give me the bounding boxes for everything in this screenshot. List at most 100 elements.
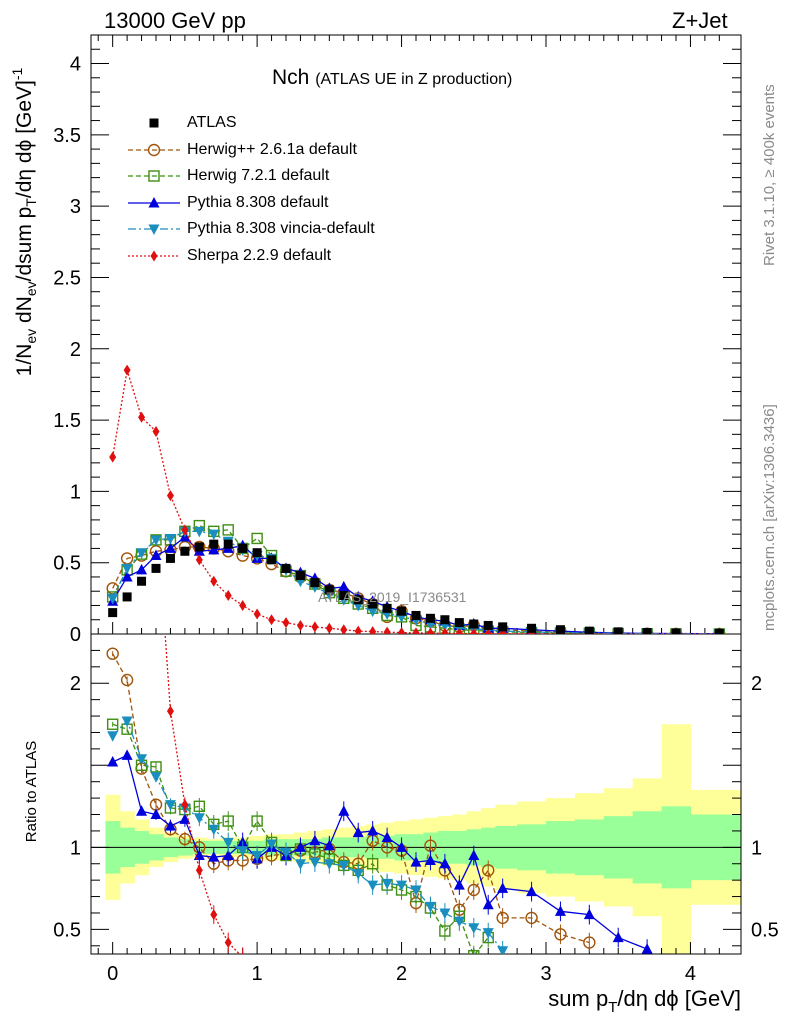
point-atlas bbox=[642, 628, 652, 634]
point-sherpa bbox=[166, 490, 174, 502]
ratio-point-vincia bbox=[251, 851, 263, 862]
point-pythia bbox=[208, 543, 220, 555]
point-atlas bbox=[555, 625, 565, 634]
ratio-point-sherpa bbox=[241, 951, 245, 954]
point-atlas bbox=[411, 610, 421, 620]
ratio-point-pythia bbox=[367, 824, 379, 836]
y-tick-label: 0 bbox=[70, 624, 81, 646]
legend-symbol bbox=[149, 118, 159, 128]
ratio-point-vincia bbox=[136, 754, 148, 765]
point-atlas bbox=[714, 628, 724, 634]
legend-marker-vincia bbox=[128, 224, 180, 235]
point-atlas bbox=[209, 539, 219, 549]
ratio-point-vincia bbox=[367, 880, 379, 892]
ratio-point-sherpa bbox=[384, 994, 391, 1005]
ratio-point-sherpa bbox=[340, 988, 347, 999]
x-axis-title: sum pT/dη dϕ [GeV] bbox=[548, 986, 741, 1016]
ratio-point-vincia bbox=[497, 946, 509, 954]
ratio-point-sherpa bbox=[326, 985, 333, 996]
ratio-point-herwigpp bbox=[583, 936, 596, 949]
ratio-point-sherpa bbox=[311, 983, 318, 994]
ratio-point-herwig7 bbox=[439, 925, 451, 937]
legend-symbol bbox=[147, 143, 161, 156]
legend-marker-herwig7 bbox=[128, 170, 180, 182]
point-sherpa bbox=[123, 364, 131, 376]
point-sherpa bbox=[369, 626, 377, 634]
ratio-point-pythia bbox=[554, 905, 566, 916]
x-tick-label: 2 bbox=[396, 963, 407, 985]
header-left: 13000 GeV pp bbox=[104, 8, 246, 33]
ratio-point-sherpa bbox=[427, 998, 434, 1009]
ratio-point-pythia bbox=[612, 931, 624, 943]
ratio-point-vincia bbox=[237, 846, 249, 857]
point-atlas bbox=[267, 555, 277, 565]
ratio-point-pythia bbox=[352, 826, 364, 838]
ratio-point-sherpa bbox=[153, 497, 160, 508]
point-atlas bbox=[223, 539, 233, 549]
ratio-point-herwig7 bbox=[366, 858, 379, 870]
ratio-point-vincia bbox=[453, 916, 465, 928]
ratio-point-herwigpp bbox=[554, 928, 567, 941]
point-pythia bbox=[164, 542, 176, 553]
y-tick-label: 3 bbox=[70, 196, 81, 218]
point-atlas bbox=[671, 628, 681, 634]
ratio-point-sherpa bbox=[166, 705, 174, 717]
point-atlas bbox=[440, 615, 450, 625]
ratio-point-vincia bbox=[352, 869, 364, 880]
x-tick-label: 4 bbox=[685, 963, 696, 985]
ratio-point-vincia bbox=[193, 813, 205, 824]
ratio-point-pythia bbox=[583, 908, 595, 920]
ratio-point-sherpa bbox=[499, 999, 506, 1010]
point-sherpa bbox=[210, 575, 218, 587]
ratio-point-sherpa bbox=[283, 978, 290, 989]
ratio-point-herwig7 bbox=[468, 949, 480, 954]
ratio-point-vincia bbox=[482, 928, 494, 939]
point-sherpa bbox=[455, 627, 463, 634]
ratio-point-pythia bbox=[164, 820, 176, 831]
ratio-point-vincia bbox=[107, 731, 119, 742]
ratio-point-sherpa bbox=[441, 998, 448, 1009]
ratio-point-pythia bbox=[136, 805, 148, 816]
ratio-point-sherpa bbox=[181, 799, 189, 811]
watermark: ATLAS_2019_I1736531 bbox=[318, 589, 467, 605]
ratio-point-vincia bbox=[266, 839, 278, 851]
point-atlas bbox=[613, 627, 623, 634]
y-tick-label: 2.5 bbox=[53, 267, 81, 289]
point-atlas bbox=[151, 563, 161, 573]
ratio-tick-label: 0.5 bbox=[53, 919, 81, 941]
point-pythia bbox=[338, 580, 350, 592]
ratio-point-vincia bbox=[381, 878, 393, 890]
legend-label: ATLAS bbox=[187, 114, 237, 131]
point-sherpa bbox=[325, 622, 333, 634]
ratio-line-vincia bbox=[112, 719, 504, 952]
ratio-point-pythia bbox=[338, 805, 350, 816]
point-atlas bbox=[368, 599, 378, 609]
ratio-point-sherpa bbox=[297, 981, 304, 992]
point-sherpa bbox=[340, 624, 348, 634]
point-atlas bbox=[281, 563, 291, 573]
point-atlas bbox=[165, 553, 175, 563]
ratio-point-vincia bbox=[150, 772, 162, 783]
ratio-point-vincia bbox=[323, 859, 335, 870]
ratio-point-pythia bbox=[107, 756, 119, 767]
ratio-point-vincia bbox=[396, 880, 408, 892]
point-atlas bbox=[339, 590, 349, 600]
ratio-tick-label-right: 1 bbox=[751, 837, 762, 859]
ratio-point-herwig7 bbox=[251, 815, 263, 827]
point-atlas bbox=[425, 613, 435, 623]
legend-label: Sherpa 2.2.9 default bbox=[187, 246, 332, 264]
series-line-vincia bbox=[112, 530, 720, 634]
point-sherpa bbox=[412, 627, 420, 634]
ratio-point-pythia bbox=[641, 943, 653, 954]
ratio-point-pythia bbox=[294, 841, 306, 852]
y-tick-label: 0.5 bbox=[53, 553, 81, 575]
point-vincia bbox=[164, 533, 176, 545]
x-tick-label: 0 bbox=[107, 963, 118, 985]
legend-symbol bbox=[150, 250, 158, 261]
ratio-point-pythia bbox=[468, 849, 480, 861]
legend-symbol bbox=[148, 170, 160, 182]
ratio-point-sherpa bbox=[210, 909, 218, 921]
ratio-point-pythia bbox=[309, 834, 321, 846]
point-vincia bbox=[208, 529, 220, 541]
ratio-point-vincia bbox=[294, 859, 306, 870]
